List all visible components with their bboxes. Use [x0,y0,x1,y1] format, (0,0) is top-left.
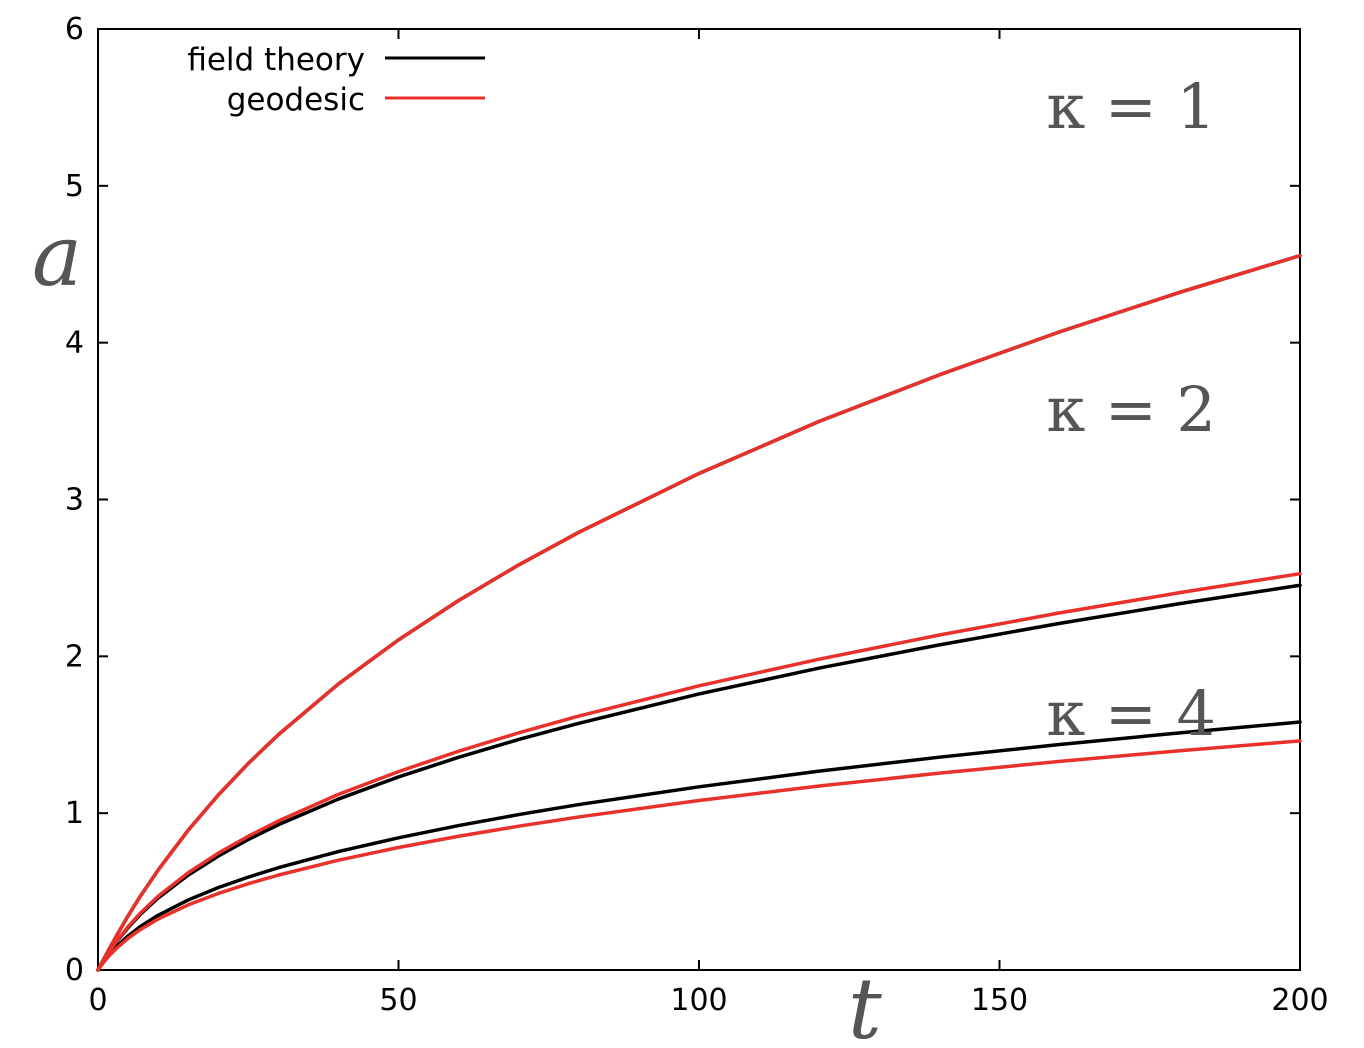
legend-label-field-theory: field theory [187,42,365,78]
series-line-geodesic-kappa-2 [96,571,1302,972]
annotation-kappa-2: κ = 2 [1046,373,1216,446]
series-line-field-theory-kappa-4 [96,720,1302,972]
plot-frame [97,28,1301,971]
y-tick-label: 1 [65,796,84,831]
y-tick-label: 5 [65,169,84,204]
x-tick-label: 50 [379,983,417,1018]
x-axis: 0 50 100 150 200 [88,29,1329,1018]
x-tick-label: 0 [88,983,107,1018]
x-tick-label: 200 [1271,983,1328,1018]
x-tick-label: 100 [670,983,727,1018]
x-axis-title: t [848,960,882,1048]
legend-label-geodesic: geodesic [227,82,365,118]
annotation-kappa-1: κ = 1 [1046,70,1216,143]
series-layer [96,253,1302,972]
series-line-geodesic-kappa-1 [96,253,1302,972]
y-axis: 0 1 2 3 4 5 6 [65,12,1300,988]
legend: field theory geodesic [187,42,485,118]
y-tick-label: 2 [65,639,84,674]
annotation-kappa-4: κ = 4 [1046,677,1216,750]
y-tick-label: 0 [65,953,84,988]
y-tick-label: 3 [65,483,84,518]
series-line-geodesic-kappa-4 [96,739,1302,972]
y-axis-title: a [32,207,82,305]
x-tick-label: 150 [971,983,1028,1018]
y-tick-label: 6 [65,12,84,47]
y-tick-label: 4 [65,326,84,361]
series-line-field-theory-kappa-2 [96,583,1302,972]
